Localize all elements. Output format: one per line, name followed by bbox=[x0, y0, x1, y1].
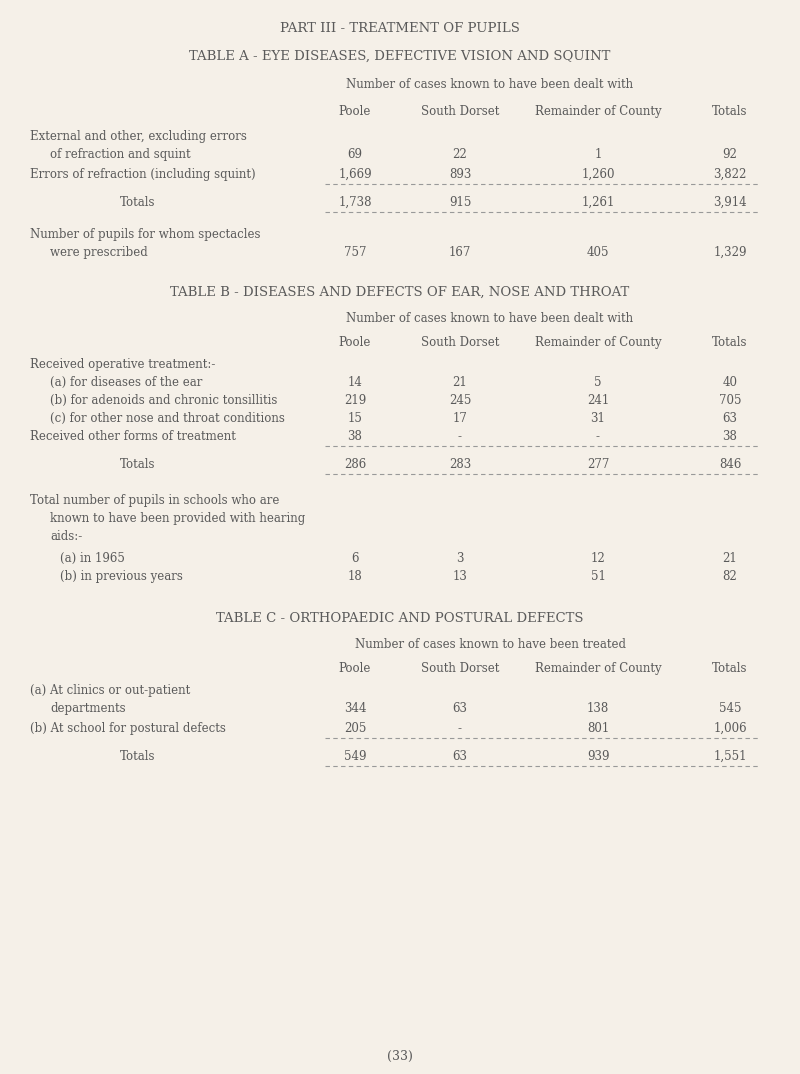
Text: 277: 277 bbox=[587, 458, 609, 471]
Text: 1,551: 1,551 bbox=[714, 750, 746, 763]
Text: 801: 801 bbox=[587, 722, 609, 735]
Text: PART III - TREATMENT OF PUPILS: PART III - TREATMENT OF PUPILS bbox=[280, 21, 520, 35]
Text: 38: 38 bbox=[347, 430, 362, 442]
Text: were prescribed: were prescribed bbox=[50, 246, 148, 259]
Text: 757: 757 bbox=[344, 246, 366, 259]
Text: Totals: Totals bbox=[120, 750, 155, 763]
Text: Totals: Totals bbox=[712, 336, 748, 349]
Text: 286: 286 bbox=[344, 458, 366, 471]
Text: Totals: Totals bbox=[712, 662, 748, 674]
Text: 31: 31 bbox=[590, 412, 606, 425]
Text: 40: 40 bbox=[722, 376, 738, 389]
Text: -: - bbox=[458, 722, 462, 735]
Text: 939: 939 bbox=[586, 750, 610, 763]
Text: 405: 405 bbox=[586, 246, 610, 259]
Text: 3,822: 3,822 bbox=[714, 168, 746, 182]
Text: 205: 205 bbox=[344, 722, 366, 735]
Text: TABLE A - EYE DISEASES, DEFECTIVE VISION AND SQUINT: TABLE A - EYE DISEASES, DEFECTIVE VISION… bbox=[190, 50, 610, 63]
Text: 12: 12 bbox=[590, 552, 606, 565]
Text: 69: 69 bbox=[347, 148, 362, 161]
Text: TABLE C - ORTHOPAEDIC AND POSTURAL DEFECTS: TABLE C - ORTHOPAEDIC AND POSTURAL DEFEC… bbox=[216, 612, 584, 625]
Text: 92: 92 bbox=[722, 148, 738, 161]
Text: -: - bbox=[596, 430, 600, 442]
Text: 283: 283 bbox=[449, 458, 471, 471]
Text: Errors of refraction (including squint): Errors of refraction (including squint) bbox=[30, 168, 256, 182]
Text: South Dorset: South Dorset bbox=[421, 662, 499, 674]
Text: 18: 18 bbox=[348, 570, 362, 583]
Text: 14: 14 bbox=[347, 376, 362, 389]
Text: Received other forms of treatment: Received other forms of treatment bbox=[30, 430, 236, 442]
Text: -: - bbox=[458, 430, 462, 442]
Text: (b) in previous years: (b) in previous years bbox=[60, 570, 183, 583]
Text: Totals: Totals bbox=[712, 105, 748, 118]
Text: 82: 82 bbox=[722, 570, 738, 583]
Text: of refraction and squint: of refraction and squint bbox=[50, 148, 190, 161]
Text: Poole: Poole bbox=[339, 662, 371, 674]
Text: 38: 38 bbox=[722, 430, 738, 442]
Text: departments: departments bbox=[50, 702, 126, 715]
Text: Remainder of County: Remainder of County bbox=[534, 336, 662, 349]
Text: (a) At clinics or out-patient: (a) At clinics or out-patient bbox=[30, 684, 190, 697]
Text: 344: 344 bbox=[344, 702, 366, 715]
Text: 63: 63 bbox=[453, 702, 467, 715]
Text: 21: 21 bbox=[722, 552, 738, 565]
Text: Remainder of County: Remainder of County bbox=[534, 662, 662, 674]
Text: TABLE B - DISEASES AND DEFECTS OF EAR, NOSE AND THROAT: TABLE B - DISEASES AND DEFECTS OF EAR, N… bbox=[170, 286, 630, 299]
Text: 5: 5 bbox=[594, 376, 602, 389]
Text: 1,329: 1,329 bbox=[714, 246, 746, 259]
Text: 15: 15 bbox=[347, 412, 362, 425]
Text: South Dorset: South Dorset bbox=[421, 336, 499, 349]
Text: 241: 241 bbox=[587, 394, 609, 407]
Text: 549: 549 bbox=[344, 750, 366, 763]
Text: Totals: Totals bbox=[120, 195, 155, 209]
Text: 1,669: 1,669 bbox=[338, 168, 372, 182]
Text: 22: 22 bbox=[453, 148, 467, 161]
Text: 545: 545 bbox=[718, 702, 742, 715]
Text: Totals: Totals bbox=[120, 458, 155, 471]
Text: 1,261: 1,261 bbox=[582, 195, 614, 209]
Text: Total number of pupils in schools who are: Total number of pupils in schools who ar… bbox=[30, 494, 279, 507]
Text: 17: 17 bbox=[453, 412, 467, 425]
Text: 6: 6 bbox=[351, 552, 358, 565]
Text: 1: 1 bbox=[594, 148, 602, 161]
Text: 1,260: 1,260 bbox=[582, 168, 614, 182]
Text: 219: 219 bbox=[344, 394, 366, 407]
Text: Received operative treatment:-: Received operative treatment:- bbox=[30, 358, 215, 371]
Text: 1,738: 1,738 bbox=[338, 195, 372, 209]
Text: 245: 245 bbox=[449, 394, 471, 407]
Text: 167: 167 bbox=[449, 246, 471, 259]
Text: 63: 63 bbox=[722, 412, 738, 425]
Text: South Dorset: South Dorset bbox=[421, 105, 499, 118]
Text: Number of cases known to have been treated: Number of cases known to have been treat… bbox=[354, 638, 626, 651]
Text: Number of cases known to have been dealt with: Number of cases known to have been dealt… bbox=[346, 313, 634, 325]
Text: Number of pupils for whom spectacles: Number of pupils for whom spectacles bbox=[30, 228, 261, 241]
Text: (c) for other nose and throat conditions: (c) for other nose and throat conditions bbox=[50, 412, 285, 425]
Text: 51: 51 bbox=[590, 570, 606, 583]
Text: 3: 3 bbox=[456, 552, 464, 565]
Text: Number of cases known to have been dealt with: Number of cases known to have been dealt… bbox=[346, 78, 634, 91]
Text: (b) for adenoids and chronic tonsillitis: (b) for adenoids and chronic tonsillitis bbox=[50, 394, 278, 407]
Text: 893: 893 bbox=[449, 168, 471, 182]
Text: External and other, excluding errors: External and other, excluding errors bbox=[30, 130, 247, 143]
Text: (b) At school for postural defects: (b) At school for postural defects bbox=[30, 722, 226, 735]
Text: 846: 846 bbox=[719, 458, 741, 471]
Text: 63: 63 bbox=[453, 750, 467, 763]
Text: (a) for diseases of the ear: (a) for diseases of the ear bbox=[50, 376, 202, 389]
Text: 13: 13 bbox=[453, 570, 467, 583]
Text: Remainder of County: Remainder of County bbox=[534, 105, 662, 118]
Text: Poole: Poole bbox=[339, 105, 371, 118]
Text: 3,914: 3,914 bbox=[713, 195, 747, 209]
Text: 915: 915 bbox=[449, 195, 471, 209]
Text: 705: 705 bbox=[718, 394, 742, 407]
Text: 138: 138 bbox=[587, 702, 609, 715]
Text: 1,006: 1,006 bbox=[713, 722, 747, 735]
Text: known to have been provided with hearing: known to have been provided with hearing bbox=[50, 512, 306, 525]
Text: (a) in 1965: (a) in 1965 bbox=[60, 552, 125, 565]
Text: Poole: Poole bbox=[339, 336, 371, 349]
Text: 21: 21 bbox=[453, 376, 467, 389]
Text: aids:-: aids:- bbox=[50, 529, 82, 543]
Text: (33): (33) bbox=[387, 1050, 413, 1063]
